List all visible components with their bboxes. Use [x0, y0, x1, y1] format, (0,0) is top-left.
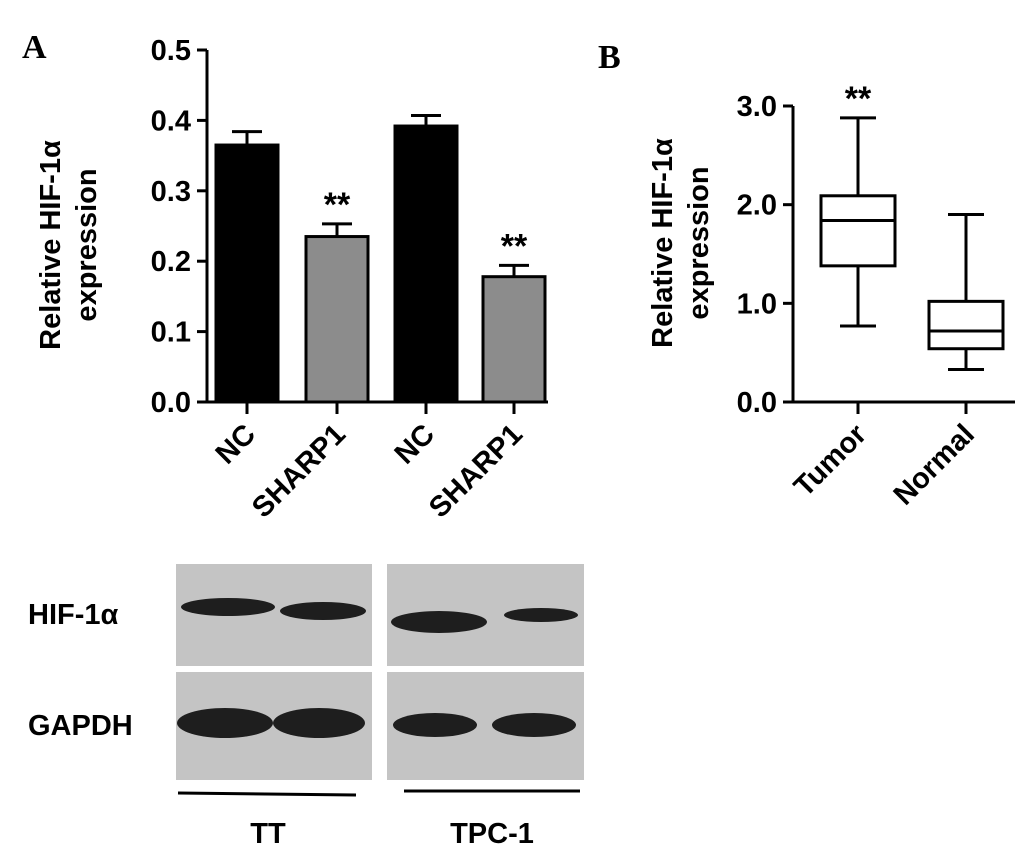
box-plot-x-tick-label: Normal	[888, 418, 981, 511]
box-plot-x-tick-label: Tumor	[788, 418, 873, 503]
bar-chart-bar	[481, 275, 547, 404]
box-plot-y-tick-label: 3.0	[737, 91, 777, 123]
bar-chart-y-tick-label: 0.4	[151, 105, 191, 137]
bar-chart-panel-a: Relative HIF-1α expression 0.0 0.1 0.2 0.3 0…	[35, 35, 548, 524]
blot-band-tpc1-sharp1-hif	[504, 608, 578, 622]
box-plot-box	[927, 299, 1005, 351]
bar-chart-significance-label: **	[501, 227, 528, 265]
box-plot-y-tick-label: 1.0	[737, 288, 777, 320]
blot-row-label-hif: HIF-1α	[28, 599, 119, 631]
box-plot-significance-label: **	[845, 80, 872, 118]
bar-chart-y-label-line2: expression	[71, 168, 103, 321]
blot-band-tt-sharp1-gapdh	[273, 708, 365, 738]
box-plot-y-label-line2: expression	[683, 166, 715, 319]
bar-chart-x-tick-label: SHARP1	[423, 418, 529, 524]
blot-band-tpc1-nc-gapdh	[393, 713, 477, 737]
bar-chart-y-tick-label: 0.0	[151, 387, 191, 419]
bar-chart-y-tick-label: 0.1	[151, 317, 191, 349]
blot-row-label-gapdh: GAPDH	[28, 710, 133, 742]
bar-chart-y-tick-label: 0.5	[151, 35, 191, 67]
bar-chart-bar	[304, 235, 370, 404]
panel-b-letter: B	[598, 39, 621, 76]
bar-chart-x-tick-label: NC	[389, 418, 441, 470]
bar-chart-x-tick-label: SHARP1	[246, 418, 352, 524]
box-plot-panel-b: Relative HIF-1α expression 0.0 1.0 2.0 3.0 *…	[647, 80, 1015, 512]
blot-band-tpc1-sharp1-gapdh	[492, 713, 576, 737]
box-plot-y-tick-label: 0.0	[737, 387, 777, 419]
box-plot-y-label-line1: Relative HIF-1α	[647, 138, 679, 348]
box-plot-y-tick-label: 2.0	[737, 190, 777, 222]
blot-group-label-tt: TT	[250, 818, 286, 850]
western-blot: HIF-1α GAPDH TT TPC-1	[28, 564, 584, 850]
bar-chart-significance-label: **	[324, 186, 351, 224]
blot-band-tpc1-nc-hif	[391, 611, 487, 633]
blot-band-tt-sharp1-hif	[280, 602, 366, 620]
blot-group-label-tpc1: TPC-1	[450, 818, 534, 850]
bar-chart-y-tick-label: 0.2	[151, 246, 191, 278]
bar-chart-bar	[214, 143, 280, 404]
bar-chart-y-tick-label: 0.3	[151, 176, 191, 208]
bar-chart-x-tick-label: NC	[210, 418, 262, 470]
bar-chart-bar	[393, 124, 459, 404]
box-plot-box	[819, 194, 897, 268]
panel-a-letter: A	[22, 29, 47, 66]
blot-band-tt-nc-gapdh	[177, 708, 273, 738]
blot-group-underline-tt	[177, 791, 357, 797]
bar-chart-y-label-line1: Relative HIF-1α	[35, 140, 67, 350]
blot-band-tt-nc-hif	[181, 598, 275, 616]
